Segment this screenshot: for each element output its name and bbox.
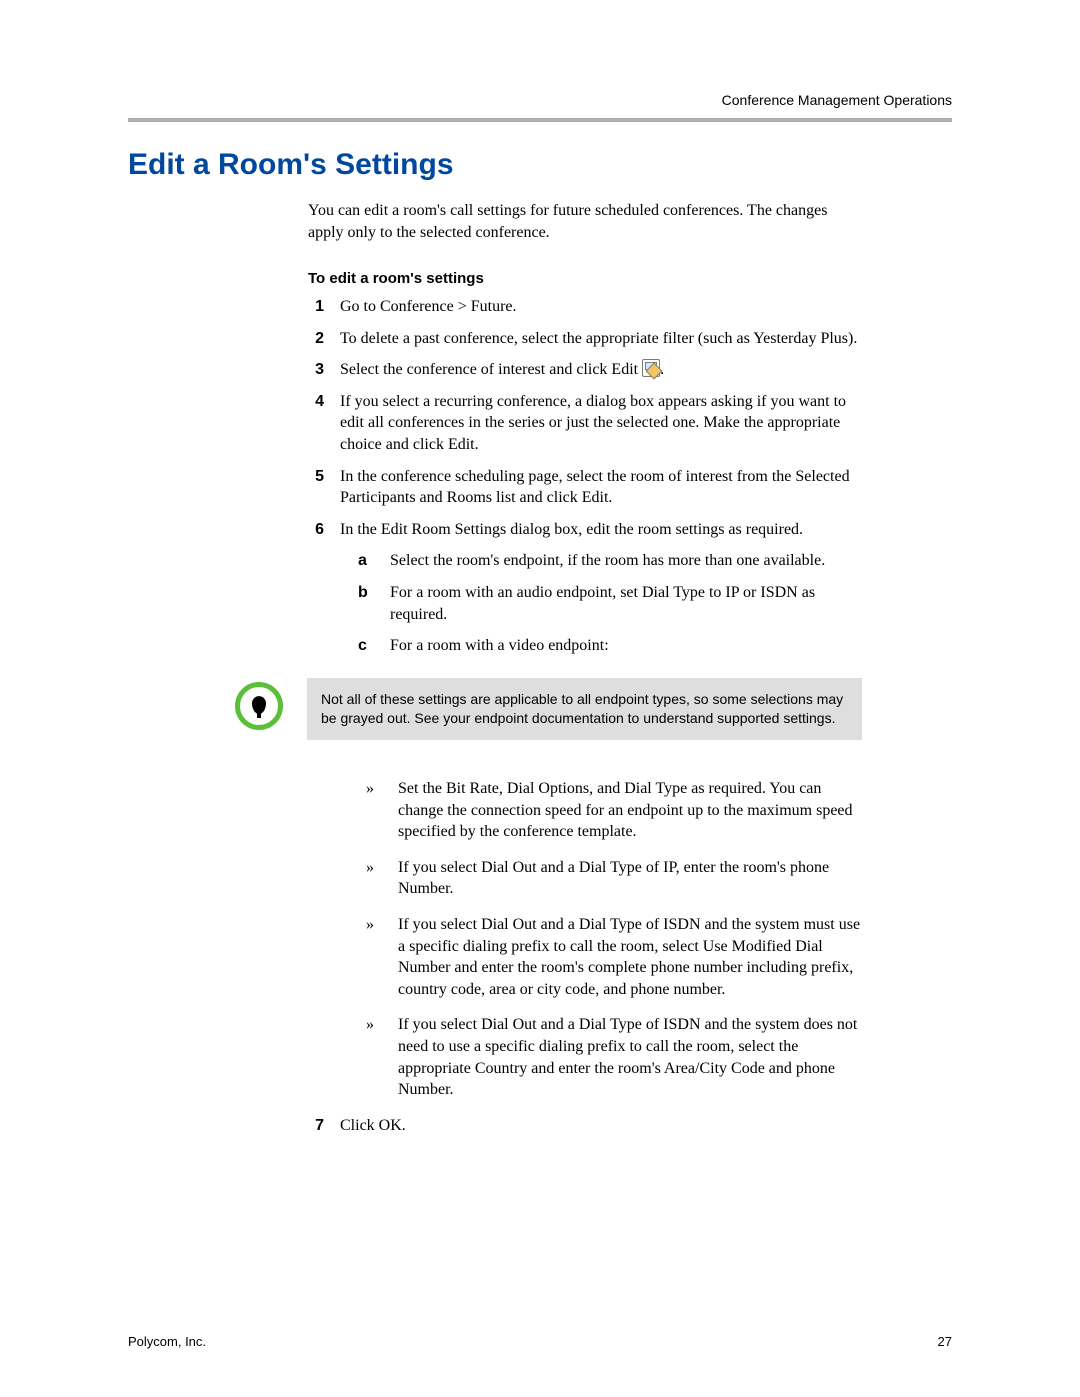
step-2: 2 To delete a past conference, select th… — [308, 328, 862, 350]
header-section-label: Conference Management Operations — [722, 92, 952, 108]
substep-letter: b — [358, 582, 374, 625]
edit-icon — [642, 359, 660, 377]
substep-a: a Select the room's endpoint, if the roo… — [340, 550, 862, 572]
substep-text: For a room with a video endpoint: — [390, 635, 862, 657]
note-box: Not all of these settings are applicable… — [307, 678, 862, 740]
step-6: 6 In the Edit Room Settings dialog box, … — [308, 519, 862, 667]
step-text: In the Edit Room Settings dialog box, ed… — [340, 519, 862, 667]
step-6-main: In the Edit Room Settings dialog box, ed… — [340, 521, 803, 538]
bullet-text: If you select Dial Out and a Dial Type o… — [398, 1014, 862, 1100]
substep-letter: a — [358, 550, 374, 572]
bullet-text: If you select Dial Out and a Dial Type o… — [398, 914, 862, 1000]
after-note-block: » Set the Bit Rate, Dial Options, and Di… — [308, 778, 862, 1146]
intro-paragraph: You can edit a room's call settings for … — [308, 200, 862, 243]
step-text: Select the conference of interest and cl… — [340, 359, 862, 381]
bullet-marker: » — [366, 1014, 380, 1100]
page: Conference Management Operations Edit a … — [0, 0, 1080, 1397]
page-title: Edit a Room's Settings — [128, 148, 454, 182]
bullet-item: » If you select Dial Out and a Dial Type… — [366, 1014, 862, 1100]
bullet-item: » If you select Dial Out and a Dial Type… — [366, 857, 862, 900]
step-text: If you select a recurring conference, a … — [340, 391, 862, 456]
step-text-before: Select the conference of interest and cl… — [340, 361, 642, 378]
step-number: 6 — [308, 519, 324, 667]
bullet-item: » If you select Dial Out and a Dial Type… — [366, 914, 862, 1000]
bullet-text: Set the Bit Rate, Dial Options, and Dial… — [398, 778, 862, 843]
substep-text: Select the room's endpoint, if the room … — [390, 550, 862, 572]
procedure-title: To edit a room's settings — [308, 270, 484, 287]
steps-list: 1 Go to Conference > Future. 2 To delete… — [308, 296, 862, 677]
step-number: 2 — [308, 328, 324, 350]
bullet-marker: » — [366, 778, 380, 843]
step-text: Click OK. — [340, 1115, 862, 1137]
substeps: a Select the room's endpoint, if the roo… — [340, 550, 862, 656]
substep-letter: c — [358, 635, 374, 657]
substep-b: b For a room with an audio endpoint, set… — [340, 582, 862, 625]
bullet-marker: » — [366, 914, 380, 1000]
step-number: 4 — [308, 391, 324, 456]
step-7: 7 Click OK. — [308, 1115, 862, 1137]
step-1: 1 Go to Conference > Future. — [308, 296, 862, 318]
step-text: In the conference scheduling page, selec… — [340, 466, 862, 509]
footer-company: Polycom, Inc. — [128, 1334, 206, 1349]
step-number: 3 — [308, 359, 324, 381]
step-text: Go to Conference > Future. — [340, 296, 862, 318]
substep-c: c For a room with a video endpoint: — [340, 635, 862, 657]
step-5: 5 In the conference scheduling page, sel… — [308, 466, 862, 509]
footer-page-number: 27 — [938, 1334, 952, 1349]
note-icon — [235, 682, 283, 730]
note-row: Not all of these settings are applicable… — [235, 678, 862, 740]
bullet-item: » Set the Bit Rate, Dial Options, and Di… — [366, 778, 862, 843]
step-3: 3 Select the conference of interest and … — [308, 359, 862, 381]
header-divider — [128, 118, 952, 122]
step-number: 7 — [308, 1115, 324, 1137]
step-4: 4 If you select a recurring conference, … — [308, 391, 862, 456]
step-text: To delete a past conference, select the … — [340, 328, 862, 350]
bullet-list: » Set the Bit Rate, Dial Options, and Di… — [366, 778, 862, 1101]
step-number: 1 — [308, 296, 324, 318]
bullet-text: If you select Dial Out and a Dial Type o… — [398, 857, 862, 900]
substep-text: For a room with an audio endpoint, set D… — [390, 582, 862, 625]
bullet-marker: » — [366, 857, 380, 900]
step-number: 5 — [308, 466, 324, 509]
